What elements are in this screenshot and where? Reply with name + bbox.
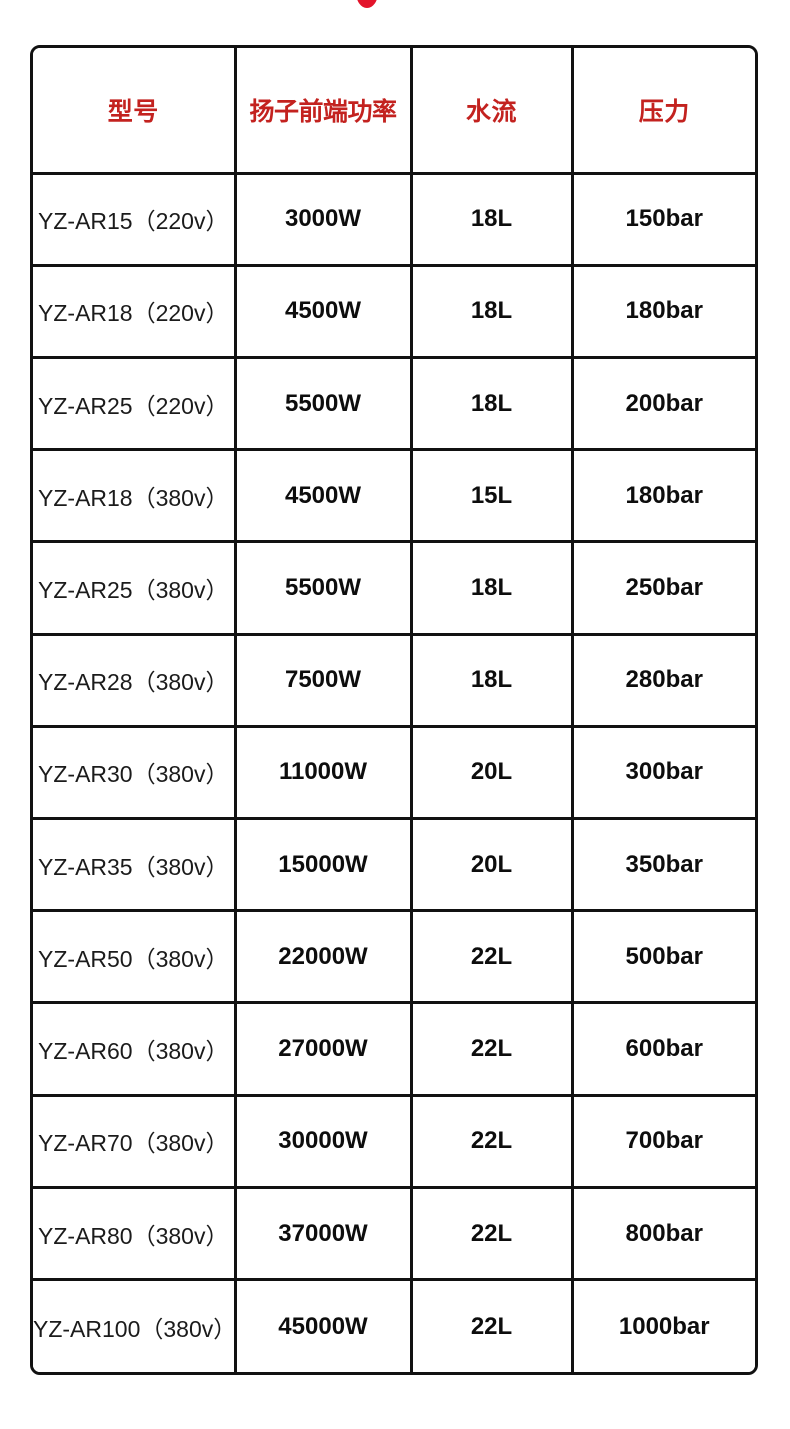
cell-flow: 18L: [411, 265, 574, 359]
table-body: YZ-AR15（220v） 3000W 18L 150bar YZ-AR18（220v）…: [33, 173, 755, 1372]
table-row: YZ-AR80（380v） 37000W 22L 800bar: [33, 1187, 755, 1282]
cell-pressure: 500bar: [572, 910, 755, 1005]
table-row: YZ-AR70（380v） 30000W 22L 700bar: [33, 1095, 755, 1189]
cell-power: 37000W: [235, 1187, 413, 1282]
cell-power: 22000W: [235, 910, 413, 1005]
cell-model: YZ-AR100（380v）: [33, 1279, 237, 1372]
cell-flow: 18L: [411, 541, 574, 636]
table-row: YZ-AR15（220v） 3000W 18L 150bar: [33, 173, 755, 267]
table-header-row: 型号 扬子前端功率 水流 压力: [33, 48, 755, 175]
cell-pressure: 280bar: [572, 634, 755, 728]
cell-pressure: 200bar: [572, 357, 755, 452]
cell-pressure: 600bar: [572, 1002, 755, 1097]
cell-power: 11000W: [235, 726, 413, 821]
cell-power: 4500W: [235, 449, 413, 544]
cell-model: YZ-AR60（380v）: [33, 1002, 237, 1097]
cell-model: YZ-AR18（380v）: [33, 449, 237, 544]
cell-pressure: 350bar: [572, 818, 755, 913]
cell-model: YZ-AR70（380v）: [33, 1095, 237, 1189]
column-header-pressure: 压力: [572, 48, 755, 175]
column-header-model: 型号: [33, 48, 237, 175]
cell-power: 7500W: [235, 634, 413, 728]
product-spec-table: 型号 扬子前端功率 水流 压力 YZ-AR15（220v） 3000W 18L 150…: [33, 48, 755, 1372]
table-row: YZ-AR25（220v） 5500W 18L 200bar: [33, 357, 755, 452]
table-row: YZ-AR35（380v） 15000W 20L 350bar: [33, 818, 755, 913]
cell-pressure: 800bar: [572, 1187, 755, 1282]
cell-flow: 20L: [411, 726, 574, 821]
cell-pressure: 180bar: [572, 265, 755, 359]
cell-pressure: 250bar: [572, 541, 755, 636]
cell-flow: 22L: [411, 1187, 574, 1282]
cell-flow: 18L: [411, 173, 574, 267]
table-row: YZ-AR25（380v） 5500W 18L 250bar: [33, 541, 755, 636]
table-row: YZ-AR50（380v） 22000W 22L 500bar: [33, 910, 755, 1005]
table-row: YZ-AR28（380v） 7500W 18L 280bar: [33, 634, 755, 728]
cell-model: YZ-AR35（380v）: [33, 818, 237, 913]
column-header-flow: 水流: [411, 48, 574, 175]
cell-power: 45000W: [235, 1279, 413, 1372]
cell-flow: 18L: [411, 357, 574, 452]
cell-pressure: 700bar: [572, 1095, 755, 1189]
cell-model: YZ-AR25（220v）: [33, 357, 237, 452]
table-row: YZ-AR30（380v） 11000W 20L 300bar: [33, 726, 755, 821]
cell-model: YZ-AR28（380v）: [33, 634, 237, 728]
cell-power: 3000W: [235, 173, 413, 267]
cell-pressure: 150bar: [572, 173, 755, 267]
cell-power: 5500W: [235, 541, 413, 636]
cell-power: 5500W: [235, 357, 413, 452]
table-row: YZ-AR18（380v） 4500W 15L 180bar: [33, 449, 755, 544]
cell-model: YZ-AR18（220v）: [33, 265, 237, 359]
cell-flow: 20L: [411, 818, 574, 913]
cell-pressure: 1000bar: [618, 1312, 710, 1340]
column-header-power: 扬子前端功率: [235, 48, 413, 175]
table-row: YZ-AR100（380v） 45000W 22L 1000bar: [33, 1279, 755, 1372]
cell-model: YZ-AR80（380v）: [33, 1187, 237, 1282]
cell-flow: 22L: [411, 1279, 574, 1372]
cell-power: 15000W: [235, 818, 413, 913]
cell-model: YZ-AR50（380v）: [33, 910, 237, 1005]
cell-flow: 22L: [411, 910, 574, 1005]
cell-power: 27000W: [235, 1002, 413, 1097]
table-row: YZ-AR18（220v） 4500W 18L 180bar: [33, 265, 755, 359]
cell-flow: 15L: [411, 449, 574, 544]
product-spec-table-container: 型号 扬子前端功率 水流 压力 YZ-AR15（220v） 3000W 18L 150…: [30, 45, 758, 1375]
cell-flow: 18L: [411, 634, 574, 728]
cell-model: YZ-AR25（380v）: [33, 541, 237, 636]
table-header: 型号 扬子前端功率 水流 压力: [33, 48, 755, 175]
red-badge-ornament-icon: [356, 0, 378, 8]
cell-pressure: 180bar: [572, 449, 755, 544]
cell-flow: 22L: [411, 1002, 574, 1097]
cell-flow: 22L: [411, 1095, 574, 1189]
cell-model: YZ-AR30（380v）: [33, 726, 237, 821]
cell-power: 4500W: [235, 265, 413, 359]
cell-power: 30000W: [235, 1095, 413, 1189]
cell-pressure: 300bar: [572, 726, 755, 821]
cell-model: YZ-AR15（220v）: [33, 173, 237, 267]
table-row: YZ-AR60（380v） 27000W 22L 600bar: [33, 1002, 755, 1097]
